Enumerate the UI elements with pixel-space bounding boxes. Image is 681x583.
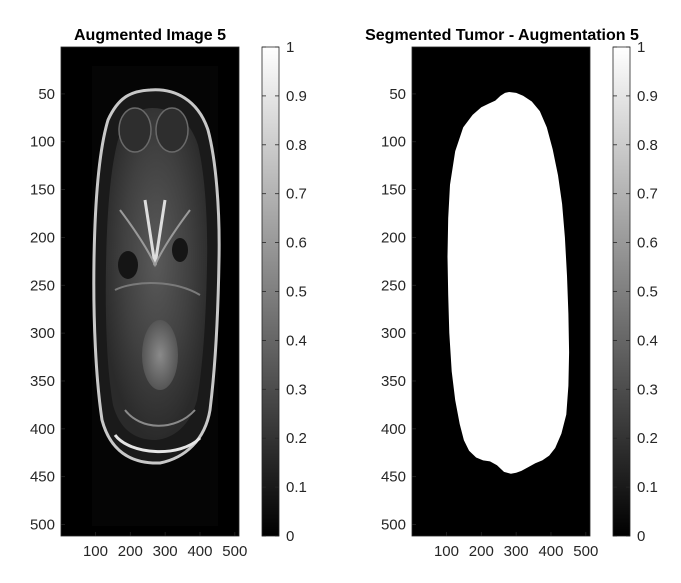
right-x-tick-label: 100 [434, 543, 459, 560]
left-y-tick-label: 150 [30, 182, 55, 199]
left-x-tick-label: 500 [222, 543, 247, 560]
left-y-tick-label: 500 [30, 517, 55, 534]
right-x-tick-label: 300 [504, 543, 529, 560]
right-axes-box [411, 46, 591, 537]
left-y-axis: 50 100 150 200 250 300 350 400 450 500 [30, 86, 65, 534]
left-title: Augmented Image 5 [74, 27, 226, 44]
right-x-axis: 100 200 300 400 500 [434, 532, 598, 560]
left-x-tick-label: 400 [187, 543, 212, 560]
right-y-tick-label: 200 [381, 229, 406, 246]
right-y-tick-label: 300 [381, 325, 406, 342]
right-colorbar-tick-label: 0.2 [637, 430, 658, 447]
left-axes-box [60, 46, 240, 537]
right-colorbar-tick-label: 0.9 [637, 88, 658, 105]
left-colorbar-tick-label: 0.3 [286, 381, 307, 398]
right-y-tick-label: 50 [389, 86, 406, 103]
right-y-tick-label: 250 [381, 277, 406, 294]
right-colorbar-ticks: 0 0.1 0.2 0.3 0.4 0.5 0.6 0.7 0.8 0.9 1 [613, 39, 658, 545]
right-panel: Segmented Tumor - Augmentation 5 5010015… [365, 27, 658, 560]
left-x-axis: 100 200 300 400 500 [83, 532, 247, 560]
left-x-tick-label: 200 [118, 543, 143, 560]
right-x-tick-label: 400 [538, 543, 563, 560]
left-y-tick-label: 250 [30, 277, 55, 294]
left-colorbar-tick-label: 0.6 [286, 235, 307, 252]
right-colorbar-tick-label: 0 [637, 528, 645, 545]
left-colorbar-tick-label: 0.4 [286, 332, 307, 349]
right-colorbar-tick-label: 0.7 [637, 186, 658, 203]
left-colorbar-tick-label: 1 [286, 39, 294, 56]
right-colorbar-tick-label: 0.3 [637, 381, 658, 398]
right-y-tick-label: 150 [381, 182, 406, 199]
left-y-tick-label: 350 [30, 373, 55, 390]
left-colorbar-tick-label: 0.9 [286, 88, 307, 105]
right-y-axis: 50 100 150 200 250 300 350 400 450 500 [381, 86, 416, 534]
left-y-tick-label: 300 [30, 325, 55, 342]
right-title: Segmented Tumor - Augmentation 5 [365, 27, 639, 44]
left-colorbar-tick-label: 0 [286, 528, 294, 545]
right-colorbar-tick-label: 0.1 [637, 479, 658, 496]
right-colorbar-tick-label: 0.8 [637, 137, 658, 154]
right-x-tick-label: 500 [573, 543, 598, 560]
right-colorbar-tick-label: 0.6 [637, 235, 658, 252]
left-colorbar-tick-label: 0.2 [286, 430, 307, 447]
left-colorbar-tick-label: 0.7 [286, 186, 307, 203]
right-x-tick-label: 200 [469, 543, 494, 560]
right-y-tick-label: 350 [381, 373, 406, 390]
right-y-tick-label: 400 [381, 421, 406, 438]
left-y-tick-label: 400 [30, 421, 55, 438]
left-y-tick-label: 100 [30, 134, 55, 151]
right-colorbar-tick-label: 0.5 [637, 284, 658, 301]
left-colorbar-tick-label: 0.8 [286, 137, 307, 154]
right-y-tick-label: 450 [381, 469, 406, 486]
left-colorbar-tick-label: 0.5 [286, 284, 307, 301]
left-colorbar-tick-label: 0.1 [286, 479, 307, 496]
mri-image [61, 47, 239, 536]
tumor-mask [447, 92, 570, 474]
right-colorbar-tick-label: 0.4 [637, 332, 658, 349]
left-x-tick-label: 300 [153, 543, 178, 560]
left-y-tick-label: 200 [30, 229, 55, 246]
left-x-tick-label: 100 [83, 543, 108, 560]
left-y-tick-label: 450 [30, 469, 55, 486]
right-y-tick-label: 100 [381, 134, 406, 151]
left-colorbar-ticks: 0 0.1 0.2 0.3 0.4 0.5 0.6 0.7 0.8 0.9 1 [262, 39, 307, 545]
left-y-tick-label: 50 [38, 86, 55, 103]
right-y-tick-label: 500 [381, 517, 406, 534]
right-colorbar-tick-label: 1 [637, 39, 645, 56]
